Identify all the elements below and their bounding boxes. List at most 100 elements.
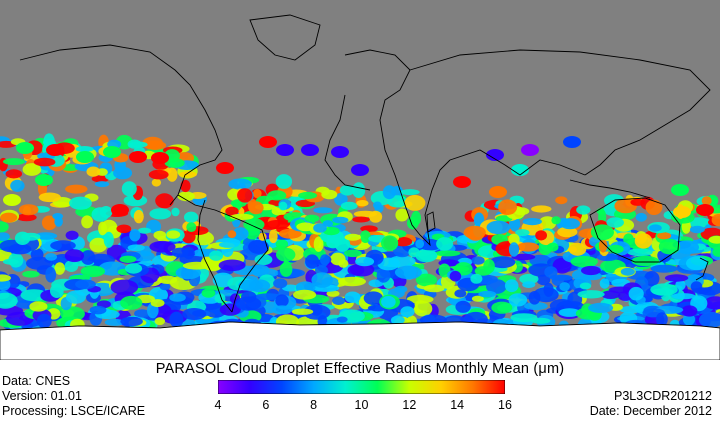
- radius-cell: [182, 308, 207, 320]
- radius-cell: [218, 241, 239, 248]
- radius-cell: [311, 272, 334, 288]
- radius-cell: [116, 224, 132, 234]
- radius-patch: [301, 144, 319, 156]
- radius-cell: [229, 213, 254, 220]
- radius-cell: [519, 273, 539, 285]
- radius-patch: [486, 149, 504, 161]
- radius-cell: [149, 208, 172, 220]
- radius-cell: [89, 305, 107, 315]
- radius-patch: [103, 146, 121, 158]
- radius-cell: [45, 266, 57, 283]
- radius-cell: [148, 169, 169, 180]
- radius-cell: [411, 210, 422, 226]
- radius-cell: [0, 232, 10, 241]
- radius-cell: [682, 313, 696, 326]
- radius-cell: [235, 296, 262, 311]
- radius-cell: [681, 305, 698, 317]
- radius-cell: [322, 226, 340, 236]
- radius-cell: [606, 217, 624, 228]
- radius-cell: [171, 207, 180, 217]
- radius-cell: [271, 305, 293, 315]
- radius-cell: [30, 248, 44, 261]
- radius-cell: [343, 249, 362, 258]
- radius-cell: [332, 296, 346, 305]
- radius-cell: [319, 254, 330, 266]
- version-label: Version: 01.01: [2, 389, 82, 403]
- radius-patch: [673, 206, 691, 218]
- radius-cell: [33, 157, 56, 167]
- radius-cell: [154, 317, 165, 326]
- radius-cell: [64, 260, 79, 272]
- radius-cell: [225, 206, 239, 216]
- radius-cell: [504, 279, 519, 293]
- radius-cell: [524, 302, 548, 311]
- radius-cell: [336, 316, 348, 323]
- radius-cell: [50, 283, 64, 298]
- radius-cell: [180, 179, 191, 193]
- radius-cell: [65, 230, 79, 240]
- radius-cell: [279, 262, 293, 277]
- radius-cell: [209, 250, 224, 261]
- radius-cell: [86, 166, 101, 177]
- colorbar-tick-label: 8: [310, 398, 318, 412]
- radius-cell: [228, 178, 252, 190]
- radius-cell: [276, 247, 296, 262]
- radius-cell: [177, 191, 195, 202]
- radius-patch: [259, 136, 277, 148]
- radius-cell: [344, 291, 361, 303]
- radius-cell: [478, 290, 497, 298]
- radius-cell: [127, 244, 145, 252]
- radius-cell: [291, 308, 314, 315]
- radius-cell: [400, 306, 415, 318]
- droplet-radius-field: [0, 133, 720, 335]
- radius-cell: [22, 270, 40, 278]
- radius-cell: [41, 215, 57, 231]
- radius-cell: [183, 247, 195, 260]
- radius-cell: [555, 196, 568, 205]
- radius-cell: [304, 214, 320, 223]
- radius-cell: [150, 299, 165, 308]
- radius-cell: [394, 265, 422, 280]
- radius-patch: [671, 184, 689, 196]
- radius-cell: [252, 188, 262, 199]
- radius-cell: [552, 257, 572, 274]
- radius-cell: [415, 239, 425, 249]
- radius-cell: [227, 230, 237, 239]
- colorbar-tick-label: 10: [354, 398, 369, 412]
- radius-cell: [406, 294, 434, 304]
- radius-cell: [544, 266, 558, 278]
- radius-cell: [182, 261, 211, 270]
- radius-patch: [216, 162, 234, 174]
- radius-cell: [98, 221, 107, 236]
- product-id-label: P3L3CDR201212: [614, 389, 712, 403]
- radius-cell: [0, 221, 9, 233]
- radius-cell: [166, 230, 181, 239]
- radius-cell: [486, 279, 507, 294]
- radius-cell: [664, 274, 689, 282]
- radius-patch: [489, 186, 507, 198]
- radius-cell: [522, 218, 542, 226]
- radius-cell: [400, 189, 420, 196]
- radius-cell: [50, 240, 76, 251]
- radius-cell: [153, 230, 167, 240]
- radius-cell: [3, 158, 25, 166]
- radius-cell: [598, 238, 608, 253]
- radius-cell: [321, 189, 338, 200]
- radius-cell: [373, 201, 382, 209]
- radius-cell: [266, 219, 290, 230]
- radius-cell: [436, 237, 454, 251]
- radius-cell: [298, 191, 318, 200]
- radius-cell: [36, 313, 52, 329]
- radius-cell: [704, 296, 720, 310]
- radius-cell: [352, 216, 370, 223]
- radius-cell: [326, 290, 340, 297]
- radius-cell: [104, 318, 125, 326]
- radius-cell: [80, 265, 106, 278]
- radius-patch: [563, 136, 581, 148]
- radius-cell: [275, 174, 293, 189]
- radius-cell: [511, 253, 536, 261]
- radius-cell: [0, 292, 18, 309]
- radius-cell: [293, 289, 317, 300]
- radius-cell: [310, 304, 323, 316]
- radius-patch: [129, 151, 147, 163]
